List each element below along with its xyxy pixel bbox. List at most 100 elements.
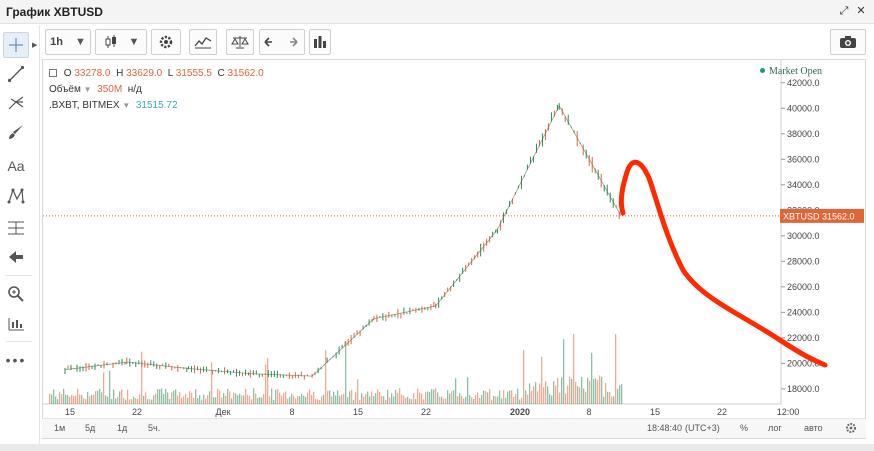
- trend-line-icon: [7, 65, 25, 83]
- volume-bar-down: [141, 351, 143, 404]
- volume-bar-down: [423, 399, 425, 404]
- low-value: 31555.5: [175, 68, 212, 79]
- volume-bar-up: [329, 390, 331, 404]
- indicators-button[interactable]: [189, 29, 217, 55]
- volume-bar-up: [517, 388, 519, 404]
- volume-bar-down: [389, 397, 391, 404]
- price-chart[interactable]: 18000.0 20000.0 22000.0 24000.0 26000.0 28000…: [43, 60, 865, 418]
- volume-bar-up: [499, 390, 501, 404]
- volume-bar-down: [411, 399, 413, 404]
- fib-icon: [8, 221, 24, 235]
- volume-bar-down: [491, 399, 493, 404]
- fib-tool[interactable]: [3, 215, 29, 241]
- redo-icon: [290, 37, 298, 47]
- timezone[interactable]: (UTC+3): [685, 423, 720, 433]
- volume-bar-up: [507, 391, 509, 404]
- volume-bar-down: [189, 391, 191, 404]
- volume-bar-down: [191, 392, 193, 404]
- volume-bar-up: [449, 393, 451, 404]
- chevron-down-icon[interactable]: ▼: [83, 85, 92, 94]
- volume-bar-up: [591, 352, 593, 404]
- volume-bar-up: [375, 393, 377, 404]
- volume-bar-down: [85, 398, 87, 404]
- pitchfork-icon: [8, 96, 24, 110]
- volume-bar-down: [541, 356, 543, 404]
- volume-bar-down: [557, 377, 559, 404]
- range-5h[interactable]: 5ч.: [148, 423, 161, 433]
- volume-bar-down: [221, 397, 223, 404]
- expand-icon[interactable]: ▶: [32, 42, 38, 49]
- interval-select[interactable]: 1h ▼: [45, 29, 91, 55]
- chart-panel[interactable]: 18000.0 20000.0 22000.0 24000.0 26000.0 28000…: [42, 59, 866, 439]
- text-tool[interactable]: Aa: [3, 153, 29, 179]
- price-tick-label: 24000.0: [787, 307, 820, 317]
- volume-bar-down: [597, 380, 599, 404]
- volume-bar-up: [509, 390, 511, 404]
- price-tick-label: 36000.0: [787, 154, 820, 164]
- volume-bar-up: [347, 397, 349, 404]
- volume-bar-down: [103, 372, 105, 404]
- chevron-down-icon[interactable]: ▼: [122, 101, 131, 110]
- volume-bar-up: [199, 395, 201, 404]
- open-label: O: [63, 68, 72, 79]
- pattern-tool[interactable]: [3, 183, 29, 209]
- volume-bar-up: [291, 393, 293, 404]
- snapshot-button[interactable]: [830, 29, 866, 55]
- measure-tool[interactable]: [3, 311, 29, 337]
- collapse-icon[interactable]: [49, 69, 57, 77]
- volume-bar-up: [113, 389, 115, 404]
- volume-bar-up: [303, 395, 305, 404]
- range-1m[interactable]: 1м: [54, 423, 66, 433]
- range-1d[interactable]: 1д: [117, 423, 128, 433]
- volume-bar-up: [243, 395, 245, 404]
- volume-bar-up: [549, 394, 551, 404]
- volume-bar-up: [147, 399, 149, 404]
- chart-type-button[interactable]: ▼: [95, 29, 147, 55]
- volume-bar-up: [407, 396, 409, 404]
- more-tools[interactable]: •••: [3, 347, 29, 373]
- brush-tool[interactable]: [3, 119, 29, 145]
- close-icon[interactable]: ✕: [856, 5, 866, 17]
- volume-bar-up: [203, 394, 205, 404]
- volume-bar-down: [171, 392, 173, 404]
- volume-bar-down: [471, 397, 473, 404]
- volume-bar-down: [379, 391, 381, 404]
- volume-bar-down: [543, 387, 545, 404]
- market-status-label: Market Open: [769, 66, 823, 77]
- volume-bar-up: [55, 396, 57, 404]
- range-5d[interactable]: 5д: [85, 423, 96, 433]
- status-strip: [0, 444, 874, 451]
- trend-line-tool[interactable]: [3, 61, 29, 87]
- restore-icon[interactable]: ⤢: [839, 5, 849, 17]
- volume-bar-down: [397, 392, 399, 404]
- volume-bar-up: [529, 383, 531, 404]
- volume-bar-down: [211, 362, 213, 404]
- volume-bar-down: [365, 394, 367, 404]
- window-titlebar: График XBTUSD ⤢ ✕: [0, 0, 874, 24]
- volume-bar-up: [301, 393, 303, 404]
- volume-bar-down: [267, 358, 269, 404]
- time-tick-label: 15: [353, 407, 363, 417]
- zoom-tool[interactable]: [3, 281, 29, 307]
- crosshair-tool[interactable]: [3, 32, 29, 58]
- volume-bar-down: [281, 395, 283, 404]
- low-label: L: [167, 68, 173, 79]
- volume-bar-down: [381, 395, 383, 404]
- volume-bar-down: [567, 385, 569, 404]
- volume-toggle-button[interactable]: [309, 29, 331, 55]
- auto-toggle[interactable]: авто: [804, 423, 823, 433]
- pitchfork-tool[interactable]: [3, 89, 29, 115]
- volume-bar-down: [279, 392, 281, 404]
- volume-bar-up: [619, 385, 621, 404]
- volume-bar-down: [317, 399, 319, 404]
- log-toggle[interactable]: лог: [768, 423, 782, 433]
- percent-toggle[interactable]: %: [740, 423, 749, 433]
- compare-button[interactable]: [226, 29, 254, 55]
- volume-bar-up: [427, 391, 429, 404]
- back-tool[interactable]: [3, 244, 29, 270]
- gear-icon[interactable]: [845, 422, 857, 434]
- settings-button[interactable]: [151, 29, 181, 55]
- current-price-tag: [780, 208, 864, 223]
- volume-bar-up: [391, 393, 393, 404]
- volume-bar-up: [497, 396, 499, 404]
